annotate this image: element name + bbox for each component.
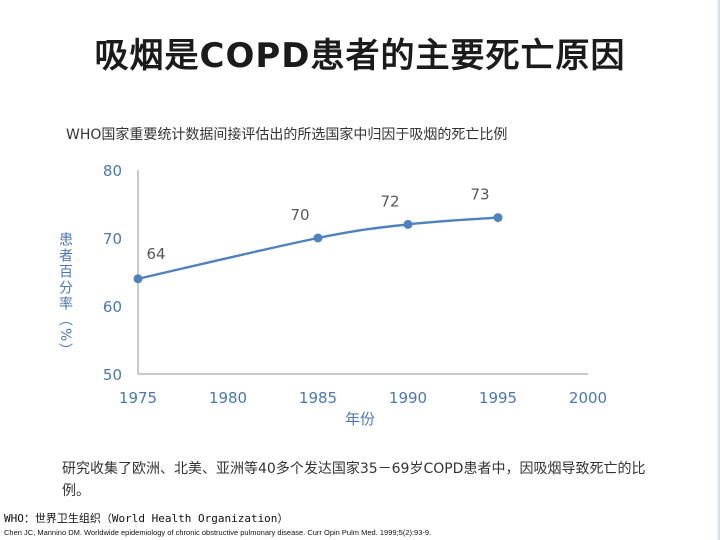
who-definition: WHO：世界卫生组织（World Health Organization） [4,512,289,525]
x-tick-label: 1975 [119,389,157,407]
x-tick-label: 1985 [299,389,337,407]
chart-ticks: 50 60 70 80 1975 1980 1985 1990 1995 2000 [103,162,607,407]
series-line [137,216,499,280]
data-point [313,233,323,243]
data-label: 70 [290,206,309,224]
data-label: 64 [146,245,165,263]
slide-title: 吸烟是COPD患者的主要死亡原因 [94,36,626,76]
y-tick-label: 60 [103,298,122,316]
data-label: 73 [470,186,489,204]
chart-series: 64 70 72 73 [133,186,503,284]
chart-title: WHO国家重要统计数据间接评估出的所选国家中归因于吸烟的死亡比例 [66,127,508,143]
data-point [493,213,503,223]
slide-edge-shadow [716,0,720,540]
x-tick-label: 1995 [479,389,517,407]
y-tick-label: 70 [103,230,122,248]
data-point [403,219,413,229]
chart-axes [137,170,588,375]
x-axis-label: 年份 [344,410,375,428]
reference-citation: Chen JC, Mannino DM. Worldwide epidemiol… [4,528,432,537]
data-point [133,274,143,284]
study-note: 研究收集了欧洲、北美、亚洲等40多个发达国家35－69岁COPD患者中，因吸烟导… [62,461,646,499]
x-tick-label: 2000 [569,389,607,407]
y-tick-label: 50 [103,366,122,384]
y-axis-label: 患者百分率（%） [57,232,73,360]
data-label: 72 [380,192,399,210]
y-tick-label: 80 [103,162,122,180]
x-tick-label: 1990 [389,389,427,407]
x-tick-label: 1980 [209,389,247,407]
